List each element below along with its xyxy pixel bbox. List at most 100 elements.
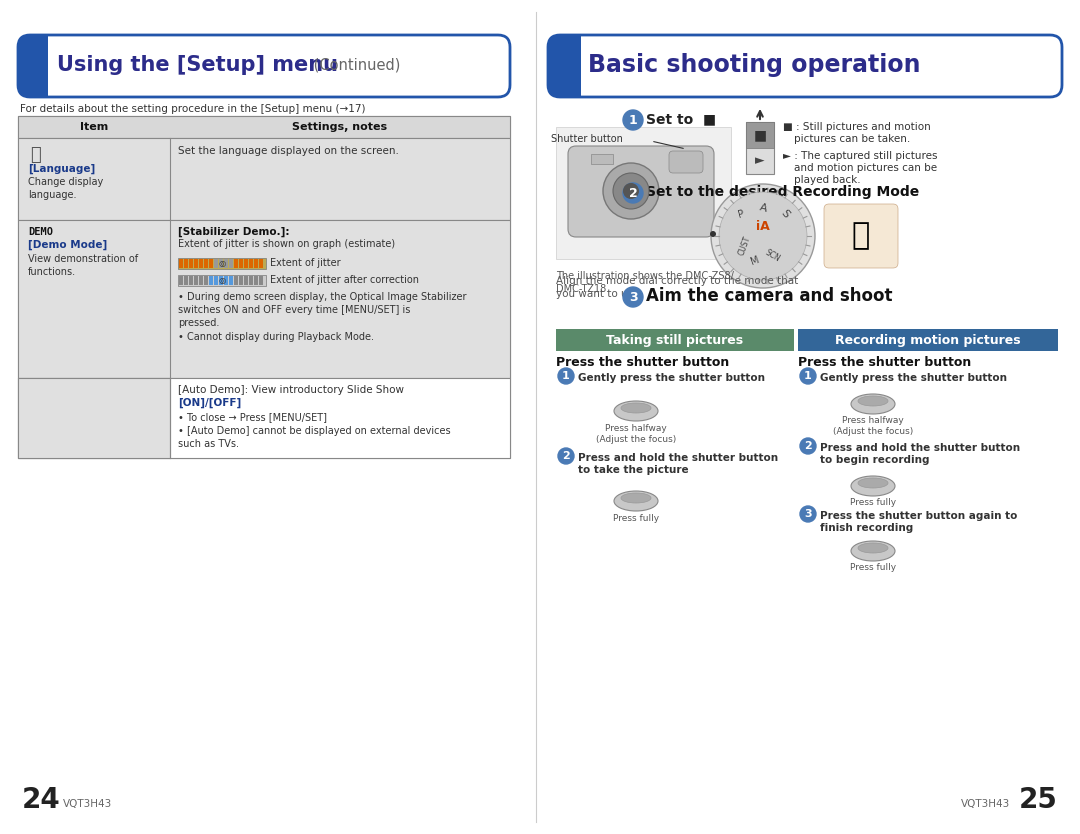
Bar — [239, 276, 243, 285]
Text: Recording motion pictures: Recording motion pictures — [835, 334, 1021, 346]
Bar — [234, 259, 238, 268]
Circle shape — [558, 448, 573, 464]
Text: 25: 25 — [1020, 786, 1058, 814]
Bar — [189, 259, 193, 268]
Circle shape — [800, 506, 816, 522]
Text: • During demo screen display, the Optical Image Stabilizer
switches ON and OFF e: • During demo screen display, the Optica… — [178, 292, 467, 329]
Circle shape — [711, 184, 815, 288]
Text: ►: ► — [755, 154, 765, 168]
Bar — [178, 258, 266, 269]
Text: [Auto Demo]: View introductory Slide Show: [Auto Demo]: View introductory Slide Sho… — [178, 385, 404, 395]
Text: Change display
language.: Change display language. — [28, 177, 104, 200]
Text: • Cannot display during Playback Mode.: • Cannot display during Playback Mode. — [178, 332, 374, 342]
Ellipse shape — [621, 403, 651, 413]
Text: VQT3H43: VQT3H43 — [63, 799, 112, 809]
Text: • [Auto Demo] cannot be displayed on external devices
such as TVs.: • [Auto Demo] cannot be displayed on ext… — [178, 426, 450, 450]
Bar — [591, 154, 613, 164]
Circle shape — [558, 368, 573, 384]
Circle shape — [623, 183, 643, 203]
Bar — [18, 116, 510, 138]
Bar — [556, 329, 794, 351]
Bar — [210, 276, 213, 285]
Bar — [194, 259, 198, 268]
Text: Set to the desired Recording Mode: Set to the desired Recording Mode — [646, 185, 919, 199]
Bar — [179, 276, 183, 285]
Bar — [556, 127, 731, 259]
Text: ◎: ◎ — [218, 259, 226, 268]
Bar — [210, 259, 213, 268]
Ellipse shape — [858, 543, 888, 553]
Bar — [229, 276, 233, 285]
Bar — [244, 259, 248, 268]
Ellipse shape — [851, 476, 895, 496]
Circle shape — [800, 438, 816, 454]
Bar — [194, 276, 198, 285]
Text: ◎: ◎ — [218, 276, 226, 285]
Text: 3: 3 — [805, 509, 812, 519]
Bar — [746, 122, 774, 174]
Bar — [563, 35, 581, 97]
Bar — [224, 259, 228, 268]
Ellipse shape — [851, 394, 895, 414]
Text: and motion pictures can be: and motion pictures can be — [794, 163, 937, 173]
Text: View demonstration of
functions.: View demonstration of functions. — [28, 254, 138, 277]
Text: Extent of jitter after correction: Extent of jitter after correction — [270, 275, 419, 285]
Ellipse shape — [615, 401, 658, 421]
Ellipse shape — [851, 541, 895, 561]
Bar — [219, 259, 222, 268]
Text: Gently press the shutter button: Gently press the shutter button — [578, 373, 765, 383]
Text: Using the [Setup] menu: Using the [Setup] menu — [57, 55, 338, 75]
Text: Set to  ■: Set to ■ — [646, 112, 716, 126]
Circle shape — [710, 231, 716, 237]
Text: 1: 1 — [562, 371, 570, 381]
Bar — [178, 275, 266, 286]
FancyBboxPatch shape — [568, 146, 714, 237]
Bar — [224, 276, 228, 285]
Circle shape — [719, 192, 807, 280]
Bar — [214, 259, 218, 268]
Text: Settings, notes: Settings, notes — [293, 122, 388, 132]
Bar — [249, 259, 253, 268]
Bar — [204, 276, 208, 285]
Bar — [184, 259, 188, 268]
FancyBboxPatch shape — [824, 204, 897, 268]
FancyBboxPatch shape — [548, 35, 1062, 97]
Text: 2: 2 — [629, 187, 637, 199]
Bar — [30, 35, 48, 97]
Bar — [179, 259, 183, 268]
Text: ► : The captured still pictures: ► : The captured still pictures — [783, 151, 937, 161]
Text: Align the mode dial correctly to the mode that
you want to use.: Align the mode dial correctly to the mod… — [556, 276, 798, 299]
Text: (Continued): (Continued) — [309, 58, 401, 73]
Bar — [234, 276, 238, 285]
Circle shape — [623, 110, 643, 130]
Bar — [199, 276, 203, 285]
Text: Extent of jitter: Extent of jitter — [270, 258, 340, 268]
Text: Shutter button: Shutter button — [551, 134, 623, 144]
Circle shape — [800, 368, 816, 384]
Text: played back.: played back. — [794, 175, 861, 185]
Circle shape — [603, 163, 659, 219]
Bar — [249, 276, 253, 285]
Text: DEMO: DEMO — [28, 227, 53, 237]
Bar — [18, 378, 170, 458]
Bar — [229, 259, 233, 268]
Ellipse shape — [858, 396, 888, 406]
FancyBboxPatch shape — [18, 35, 510, 97]
Text: Press and hold the shutter button
to take the picture: Press and hold the shutter button to tak… — [578, 453, 778, 475]
Text: Basic shooting operation: Basic shooting operation — [588, 53, 920, 77]
Circle shape — [613, 173, 649, 209]
Text: Aim the camera and shoot: Aim the camera and shoot — [646, 287, 892, 305]
Text: Set the language displayed on the screen.: Set the language displayed on the screen… — [178, 146, 399, 156]
Bar — [254, 259, 258, 268]
Bar — [259, 276, 264, 285]
Text: Extent of jitter is shown on graph (estimate): Extent of jitter is shown on graph (esti… — [178, 239, 395, 249]
Ellipse shape — [615, 491, 658, 511]
Text: [ON]/[OFF]: [ON]/[OFF] — [178, 398, 241, 409]
Text: Press halfway
(Adjust the focus): Press halfway (Adjust the focus) — [596, 424, 676, 444]
Text: P: P — [737, 208, 745, 219]
Text: Press the shutter button again to
finish recording: Press the shutter button again to finish… — [820, 511, 1017, 534]
Text: iA: iA — [756, 219, 770, 233]
Text: For details about the setting procedure in the [Setup] menu (→17): For details about the setting procedure … — [21, 104, 365, 114]
Bar — [259, 259, 264, 268]
Text: ■ : Still pictures and motion: ■ : Still pictures and motion — [783, 122, 931, 132]
